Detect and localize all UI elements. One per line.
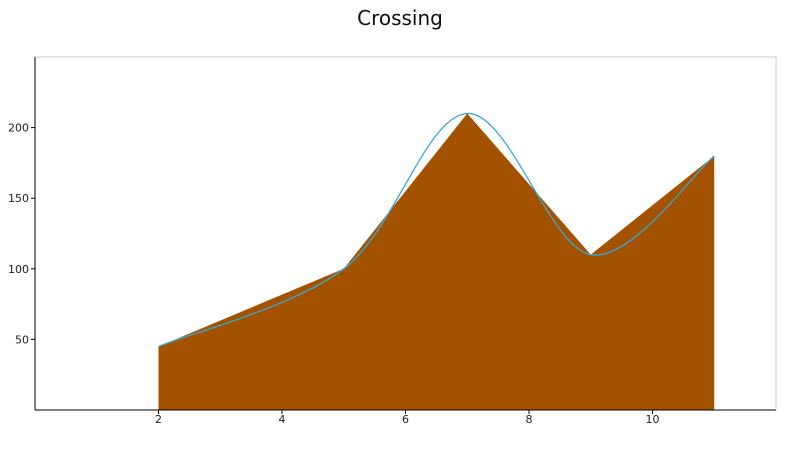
chart-title: Crossing <box>357 6 443 30</box>
x-tick-label: 10 <box>646 413 660 426</box>
y-tick-label: 150 <box>8 192 29 205</box>
x-tick-label: 6 <box>402 413 409 426</box>
x-tick-label: 8 <box>526 413 533 426</box>
y-tick-label: 50 <box>15 333 29 346</box>
x-tick-label: 4 <box>279 413 286 426</box>
spline-series <box>158 112 715 348</box>
x-tick-label: 2 <box>155 413 162 426</box>
area-series <box>158 113 715 410</box>
y-tick-label: 100 <box>8 263 29 276</box>
y-tick-label: 200 <box>8 122 29 135</box>
